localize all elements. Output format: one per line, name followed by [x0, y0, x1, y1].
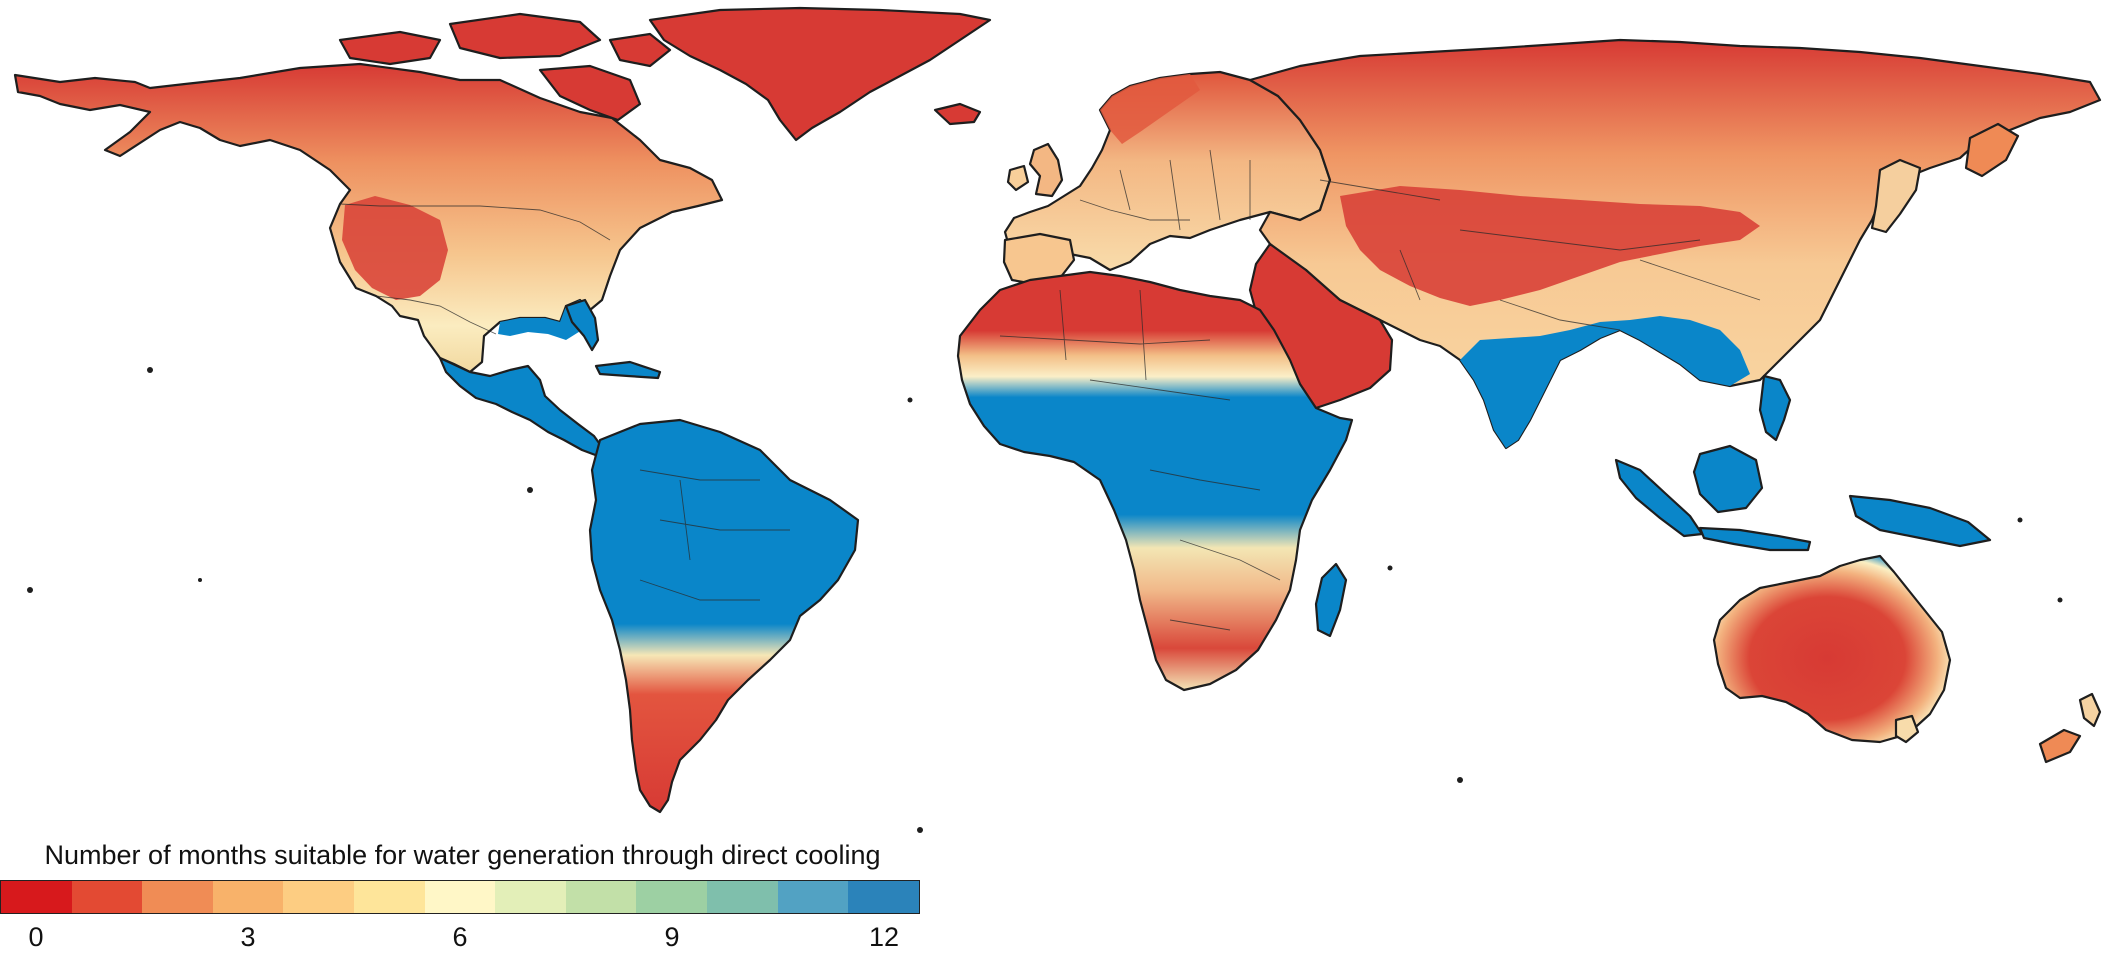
pacific-island — [2057, 597, 2063, 603]
kamchatka — [1964, 122, 2020, 178]
legend-bin-10 — [707, 881, 778, 913]
new-zealand-north — [2078, 692, 2102, 728]
cuba — [594, 360, 662, 380]
legend-title: Number of months suitable for water gene… — [44, 840, 881, 870]
us-mexico-border — [375, 295, 497, 335]
arctic-island-4 — [608, 32, 672, 68]
scandinavia — [1100, 74, 1200, 144]
pacific-island — [1457, 777, 1463, 783]
sumatra — [1614, 458, 1704, 538]
central-america — [438, 356, 606, 458]
java — [1698, 526, 1812, 552]
new-guinea — [1848, 494, 1992, 548]
legend-bin-4 — [283, 881, 355, 913]
australia — [1712, 554, 1952, 744]
pacific-island — [198, 578, 202, 582]
legend-bin-1 — [71, 881, 143, 913]
legend-bin-2 — [142, 881, 213, 913]
new-zealand-south — [2038, 728, 2082, 764]
south-america — [588, 418, 860, 814]
pacific-island — [917, 827, 923, 833]
central-asia-dry — [1340, 186, 1760, 306]
great-britain — [1028, 142, 1064, 198]
legend-tick-6: 6 — [452, 922, 468, 952]
pacific-island — [2017, 517, 2023, 523]
tasmania — [1894, 714, 1920, 744]
us-west-dry — [342, 196, 448, 300]
iceland — [933, 102, 982, 126]
sa-borders — [639, 469, 790, 601]
legend-bin-5 — [354, 881, 425, 913]
pacific-island — [1387, 565, 1393, 571]
india-wet — [1460, 316, 1750, 448]
pacific-island — [527, 487, 533, 493]
legend-bin-9 — [636, 881, 708, 913]
legend-bin-3 — [212, 881, 284, 913]
legend-bin-11 — [777, 881, 849, 913]
asia-borders — [1319, 179, 1761, 331]
arctic-island-1 — [338, 30, 442, 66]
legend-bin-8 — [565, 881, 637, 913]
legend-tick-12: 12 — [868, 922, 900, 952]
arctic-island-2 — [448, 12, 602, 60]
legend-tick-3: 3 — [240, 922, 256, 952]
pacific-island — [27, 587, 33, 593]
legend-bin-12 — [848, 881, 919, 913]
japan — [1870, 158, 1922, 234]
greenland — [648, 6, 992, 142]
madagascar — [1314, 562, 1348, 638]
florida — [564, 298, 600, 352]
pacific-island — [147, 367, 153, 373]
legend-bin-0 — [1, 881, 72, 913]
europe-borders — [1079, 149, 1251, 231]
africa — [956, 270, 1354, 692]
borneo — [1692, 444, 1764, 514]
legend-tick-9: 9 — [664, 922, 680, 952]
legend-tick-0: 0 — [28, 922, 44, 952]
legend-bin-6 — [424, 881, 496, 913]
africa-borders — [999, 289, 1281, 631]
arctic-island-3 — [538, 64, 642, 122]
legend-colorbar — [0, 880, 920, 914]
legend-bin-7 — [495, 881, 566, 913]
ireland — [1006, 164, 1030, 192]
us-canada-border — [339, 203, 611, 241]
pacific-island — [907, 397, 913, 403]
philippines — [1758, 374, 1792, 442]
